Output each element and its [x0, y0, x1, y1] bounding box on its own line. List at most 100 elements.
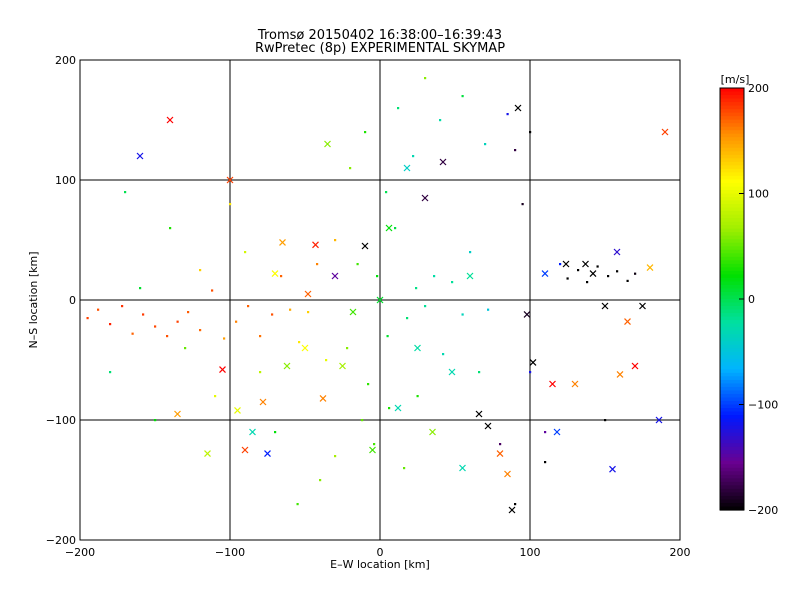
data-points [86, 77, 669, 514]
colorbar-segment [720, 154, 744, 159]
data-point-cross [271, 270, 279, 278]
cross-stroke [639, 302, 646, 310]
cross-stroke [541, 270, 549, 278]
cross-stroke [283, 362, 291, 370]
cross-stroke [259, 398, 267, 406]
data-point-dot [451, 281, 454, 284]
colorbar-segment [720, 422, 744, 427]
cross-stroke [616, 370, 624, 378]
colorbar-segment [720, 98, 744, 103]
colorbar-segment [720, 172, 744, 177]
colorbar: 200 100 0 −100 −200 [719, 82, 778, 517]
colorbar-segment [720, 446, 744, 451]
colorbar-segment [720, 147, 744, 152]
data-point-cross [661, 128, 669, 136]
data-point-cross [403, 164, 411, 172]
data-point-dot [154, 419, 157, 422]
colorbar-segment [720, 355, 744, 360]
data-point-cross [241, 446, 249, 454]
colorbar-segment [720, 211, 744, 216]
data-point-cross [349, 308, 357, 316]
data-point-dot [461, 95, 464, 98]
data-point-dot [529, 131, 532, 134]
cross-stroke [553, 428, 561, 436]
data-point-cross [496, 450, 504, 458]
cross-stroke [421, 194, 429, 202]
data-point-dot [514, 149, 517, 152]
data-point-cross [466, 272, 474, 280]
data-point-cross [549, 380, 556, 388]
colorbar-segment [720, 281, 744, 286]
cross-stroke [514, 104, 522, 112]
colorbar-segment [720, 425, 744, 430]
y-tick-label: 100 [55, 174, 76, 187]
data-point-cross [249, 428, 256, 436]
data-point-cross [319, 394, 327, 402]
data-point-cross [609, 465, 616, 473]
cross-stroke [234, 406, 241, 414]
colorbar-segment [720, 288, 744, 293]
cross-stroke [339, 362, 346, 370]
data-point-dot [199, 329, 202, 332]
colorbar-segment [720, 249, 744, 254]
colorbar-segment [720, 88, 744, 93]
data-point-dot [176, 320, 179, 323]
data-point-cross [304, 290, 312, 298]
x-tick-label: −200 [65, 546, 95, 559]
data-point-dot [214, 395, 217, 398]
data-point-dot [131, 332, 134, 335]
data-point-dot [364, 131, 367, 134]
data-point-cross [616, 370, 624, 378]
data-point-cross [639, 302, 646, 310]
colorbar-segment [720, 109, 744, 114]
colorbar-segment [720, 471, 744, 476]
data-point-dot [296, 503, 299, 506]
data-point-cross [613, 248, 621, 256]
data-point-dot [346, 347, 349, 350]
data-point-dot [529, 371, 532, 374]
cross-stroke [394, 404, 402, 412]
cross-stroke [529, 358, 537, 366]
data-point-cross [136, 152, 144, 160]
data-point-cross [439, 158, 447, 166]
colorbar-segment [720, 411, 744, 416]
data-point-cross [324, 140, 331, 148]
cross-stroke [661, 128, 669, 136]
colorbar-segment [720, 351, 744, 356]
data-point-cross [523, 310, 531, 318]
cross-stroke [361, 242, 369, 250]
colorbar-segment [720, 457, 744, 462]
data-point-dot [626, 279, 629, 282]
data-point-dot [223, 337, 226, 340]
colorbar-segment [720, 239, 744, 244]
cross-stroke [414, 344, 421, 352]
cross-stroke [376, 296, 384, 304]
colorbar-segment [720, 299, 744, 304]
data-point-cross [301, 344, 309, 352]
colorbar-segment [720, 334, 744, 339]
colorbar-segment [720, 379, 744, 384]
colorbar-segment [720, 492, 744, 497]
data-point-dot [271, 313, 274, 316]
chart-title: Tromsø 20150402 16:38:00–16:39:43 [257, 28, 502, 43]
data-point-cross [264, 450, 271, 458]
colorbar-segment [720, 495, 744, 501]
data-point-dot [478, 371, 481, 374]
colorbar-segment [720, 323, 744, 328]
data-point-dot [367, 383, 370, 386]
data-point-cross [204, 450, 211, 458]
colorbar-segment [720, 502, 744, 508]
data-point-dot [319, 479, 322, 482]
data-point-dot [415, 287, 418, 290]
colorbar-segment [720, 200, 744, 205]
data-point-dot [124, 191, 127, 194]
colorbar-segment [720, 453, 744, 458]
data-point-dot [412, 155, 415, 158]
data-point-cross [385, 224, 393, 232]
cross-stroke [624, 318, 631, 326]
data-point-dot [187, 311, 190, 314]
colorbar-segment [720, 478, 744, 483]
data-point-cross [624, 318, 631, 326]
data-point-cross [429, 428, 436, 436]
